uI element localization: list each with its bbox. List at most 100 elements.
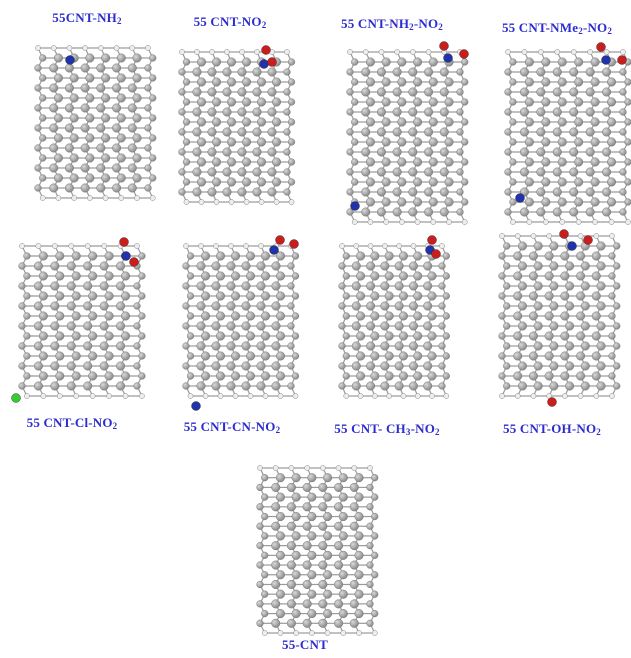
carbon-atom <box>413 351 423 361</box>
hydrogen-atom <box>101 243 107 249</box>
carbon-atom <box>461 138 469 146</box>
carbon-atom <box>536 107 546 117</box>
carbon-atom <box>149 154 157 162</box>
carbon-atom <box>66 341 76 351</box>
carbon-atom <box>241 381 251 391</box>
carbon-atom <box>133 282 141 290</box>
carbon-atom <box>196 281 206 291</box>
carbon-atom <box>196 77 207 87</box>
carbon-atom <box>18 382 26 390</box>
carbon-atom <box>186 272 195 280</box>
carbon-atom <box>222 67 232 77</box>
carbon-atom <box>88 311 98 321</box>
carbon-atom <box>49 123 59 133</box>
carbon-atom <box>192 147 202 157</box>
carbon-atom <box>104 271 114 281</box>
carbon-atom <box>366 483 374 492</box>
carbon-atom <box>222 147 232 157</box>
hydrogen-atom <box>224 49 230 55</box>
carbon-atom <box>318 599 328 609</box>
carbon-atom <box>50 361 60 371</box>
carbon-atom <box>182 262 190 270</box>
carbon-atom <box>461 198 469 206</box>
carbon-atom <box>149 134 157 142</box>
carbon-atom <box>504 128 512 136</box>
carbon-atom <box>613 282 621 290</box>
carbon-atom <box>116 321 126 331</box>
carbon-atom <box>519 87 529 97</box>
carbon-atom <box>413 57 423 67</box>
hydrogen-atom <box>243 243 249 249</box>
carbon-atom <box>182 322 190 330</box>
carbon-atom <box>557 77 567 87</box>
hydrogen-atom <box>542 219 549 225</box>
carbon-atom <box>50 321 60 331</box>
carbon-atom <box>574 57 584 67</box>
carbon-atom <box>271 579 281 589</box>
carbon-atom <box>231 251 241 261</box>
carbon-atom <box>549 361 559 371</box>
carbon-atom <box>222 167 232 177</box>
carbon-atom <box>291 252 300 260</box>
carbon-atom <box>591 331 601 341</box>
carbon-atom <box>619 88 627 96</box>
carbon-atom <box>381 137 391 147</box>
carbon-atom <box>354 492 364 502</box>
molecule-cnt-no2 <box>172 42 297 217</box>
oxygen-atom <box>261 45 271 55</box>
carbon-atom <box>287 178 296 186</box>
carbon-atom <box>318 502 328 512</box>
carbon-atom <box>34 184 42 192</box>
carbon-atom <box>541 157 551 167</box>
carbon-atom <box>242 97 252 107</box>
carbon-atom <box>591 351 601 361</box>
carbon-atom <box>354 609 364 619</box>
carbon-atom <box>138 312 146 320</box>
hydrogen-atom <box>183 199 190 205</box>
carbon-atom <box>132 93 142 103</box>
carbon-atom <box>338 609 348 619</box>
carbon-atom <box>424 127 434 137</box>
carbon-atom <box>394 301 404 311</box>
carbon-atom <box>227 97 237 107</box>
carbon-atom <box>428 97 438 107</box>
oxygen-atom <box>275 235 285 245</box>
carbon-atom <box>376 147 386 157</box>
carbon-atom <box>55 331 65 341</box>
oxygen-atom <box>439 41 449 51</box>
carbon-atom <box>528 271 538 281</box>
carbon-atom <box>80 103 90 113</box>
carbon-atom <box>533 301 543 311</box>
carbon-atom <box>212 177 222 187</box>
carbon-atom <box>133 382 141 390</box>
carbon-atom <box>351 158 359 166</box>
carbon-atom <box>318 541 328 551</box>
carbon-atom <box>552 167 562 177</box>
carbon-atom <box>371 609 379 618</box>
carbon-atom <box>334 502 344 512</box>
hydrogen-atom <box>209 49 215 55</box>
carbon-atom <box>287 262 295 270</box>
carbon-atom <box>302 541 312 551</box>
carbon-atom <box>351 261 361 271</box>
carbon-atom <box>237 167 247 177</box>
carbon-atom <box>120 351 130 361</box>
hydrogen-atom <box>24 393 30 399</box>
carbon-atom <box>127 183 137 193</box>
carbon-atom <box>318 579 328 589</box>
carbon-atom <box>517 321 527 331</box>
carbon-atom <box>380 381 390 391</box>
carbon-atom <box>354 570 364 580</box>
carbon-atom <box>376 67 386 77</box>
hydrogen-atom <box>194 49 200 55</box>
carbon-atom <box>256 97 266 107</box>
carbon-atom <box>127 63 137 73</box>
carbon-atom <box>112 103 122 113</box>
label-cnt-pristine: 55-CNT <box>282 637 328 652</box>
carbon-atom <box>291 512 301 522</box>
hydrogen-atom <box>593 233 600 239</box>
carbon-atom <box>271 77 281 87</box>
carbon-atom <box>370 331 380 341</box>
carbon-atom <box>112 83 122 93</box>
carbon-atom <box>596 381 606 391</box>
